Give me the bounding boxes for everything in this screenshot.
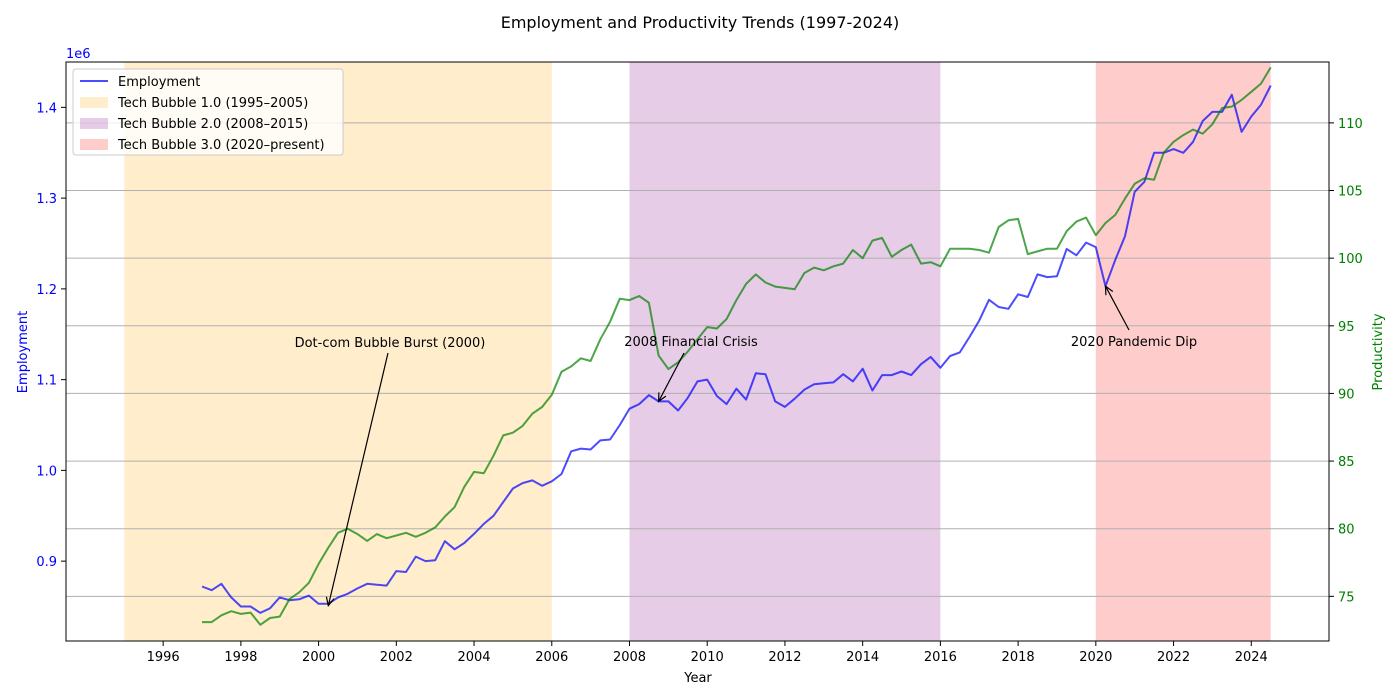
series-layer xyxy=(201,66,1272,626)
y-right-tick-label: 95 xyxy=(1338,320,1355,335)
annotation-text: Dot-com Bubble Burst (2000) xyxy=(295,336,486,351)
y-right-tick-label: 105 xyxy=(1338,185,1363,200)
series-line-productivity xyxy=(202,66,1272,626)
highlight-bands xyxy=(124,62,1271,641)
y-left-tick-label: 0.9 xyxy=(36,555,57,570)
y-right-tick-label: 80 xyxy=(1338,523,1355,538)
y-axis-label-left: Employment xyxy=(16,311,31,393)
legend-box xyxy=(72,68,344,156)
y-axis-offset-label: 1e6 xyxy=(66,47,91,62)
y-right-tick-label: 110 xyxy=(1338,117,1363,132)
y-left-tick-label: 1.1 xyxy=(36,374,57,389)
annotation-arrow-line xyxy=(327,352,389,606)
legend-swatch-patch xyxy=(80,118,108,129)
x-tick-label: 2012 xyxy=(768,650,801,665)
x-tick-label: 2004 xyxy=(457,650,490,665)
x-axis-label: Year xyxy=(683,671,712,686)
x-tick-label: 2000 xyxy=(302,650,335,665)
annotation-arrow-line xyxy=(658,352,685,402)
x-tick-label: 2018 xyxy=(1002,650,1035,665)
band-1 xyxy=(124,62,552,641)
y-right-tick-label: 90 xyxy=(1338,387,1355,402)
plot-frame xyxy=(65,61,1330,642)
x-tick-label: 1996 xyxy=(147,650,180,665)
annotations: Dot-com Bubble Burst (2000) 2008 Financia… xyxy=(295,284,1197,607)
grid-lines xyxy=(66,122,1329,597)
series-line-employment xyxy=(201,85,1272,614)
x-tick-label: 2024 xyxy=(1235,650,1268,665)
x-tick-label: 2006 xyxy=(535,650,568,665)
legend-label: Tech Bubble 2.0 (2008–2015) xyxy=(117,117,308,132)
legend-label: Tech Bubble 1.0 (1995–2005) xyxy=(117,96,308,111)
band-2 xyxy=(629,62,941,641)
x-tick-label: 2014 xyxy=(846,650,879,665)
legend: Employment Tech Bubble 1.0 (1995–2005) Tec… xyxy=(72,68,344,156)
annotation-text: 2020 Pandemic Dip xyxy=(1071,335,1197,350)
x-tick-label: 2002 xyxy=(380,650,413,665)
x-tick-label: 1998 xyxy=(224,650,257,665)
legend-swatch-patch xyxy=(80,97,108,108)
x-tick-label: 2008 xyxy=(613,650,646,665)
legend-label: Employment xyxy=(118,75,200,90)
y-right-tick-label: 75 xyxy=(1338,590,1355,605)
x-tick-label: 2022 xyxy=(1157,650,1190,665)
y-right-tick-label: 85 xyxy=(1338,455,1355,470)
annotation-arrow-head xyxy=(325,596,335,607)
y-axis-label-right: Productivity xyxy=(1371,313,1386,390)
annotation-arrow-line xyxy=(1105,285,1130,331)
chart-title: Employment and Productivity Trends (1997… xyxy=(501,13,900,32)
y-left-tick-label: 1.3 xyxy=(36,192,57,207)
annotation-arrow-head xyxy=(657,392,667,403)
x-tick-label: 2020 xyxy=(1079,650,1112,665)
y-left-tick-label: 1.4 xyxy=(36,101,57,116)
axes: 1996 1998 2000 2002 2004 2006 2008 2010 2012 2014… xyxy=(36,61,1363,665)
legend-swatch-patch xyxy=(80,139,108,150)
y-right-tick-label: 100 xyxy=(1338,252,1363,267)
x-tick-label: 2016 xyxy=(924,650,957,665)
annotation-text: 2008 Financial Crisis xyxy=(624,335,758,350)
y-left-tick-label: 1.2 xyxy=(36,283,57,298)
legend-label: Tech Bubble 3.0 (2020–present) xyxy=(117,138,325,153)
y-left-tick-label: 1.0 xyxy=(36,464,57,479)
x-tick-label: 2010 xyxy=(691,650,724,665)
annotation-arrow-head xyxy=(1104,284,1114,296)
band-3 xyxy=(1095,62,1271,641)
